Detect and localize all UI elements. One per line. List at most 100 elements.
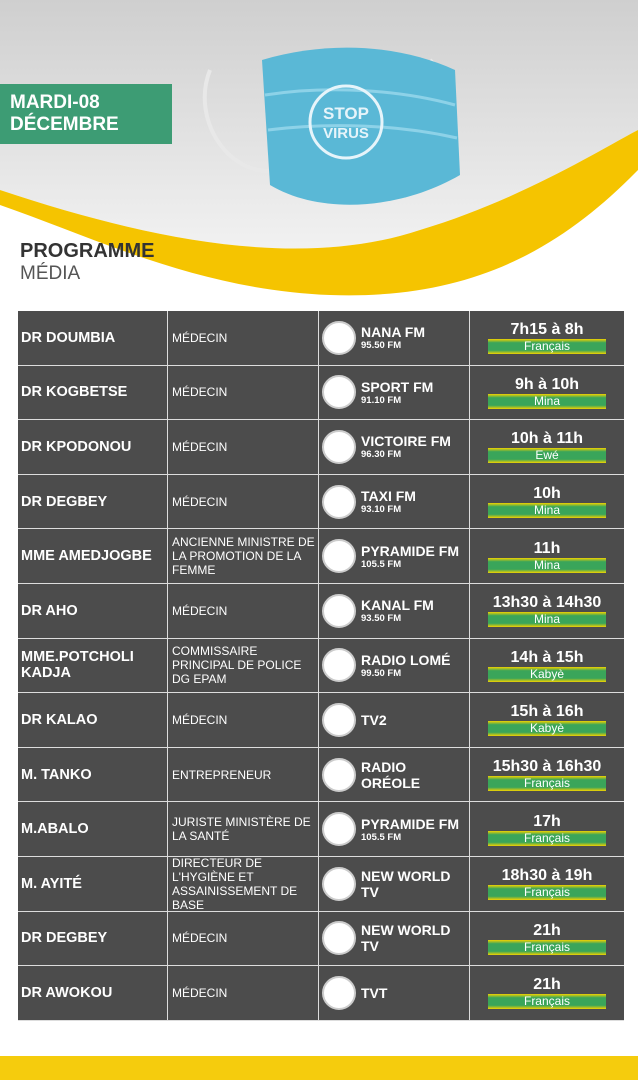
date-line: MARDI-08 xyxy=(10,92,100,113)
table-row: DR DEGBEY MÉDECIN TAXI FM 93.10 FM 10h Mina xyxy=(18,474,624,530)
guest-role: DIRECTEUR DE L'HYGIÈNE ET ASSAINISSEMENT… xyxy=(168,856,319,912)
station-logo xyxy=(322,812,356,847)
station-name: PYRAMIDE FM xyxy=(361,542,459,559)
table-row: DR DEGBEY MÉDECIN NEW WORLD TV 21h Français xyxy=(18,911,624,967)
table-row: M. TANKO ENTREPRENEUR RADIO ORÉOLE 15h30 à … xyxy=(18,747,624,803)
station-info: TV2 xyxy=(361,712,387,728)
time-cell: 17h Français xyxy=(470,802,624,856)
guest-role: COMMISSAIRE PRINCIPAL DE POLICE DG EPAM xyxy=(168,638,319,693)
time-cell: 18h30 à 19h Français xyxy=(470,857,624,911)
station-cell: TAXI FM 93.10 FM xyxy=(319,474,470,529)
station-name: TAXI FM xyxy=(361,488,416,505)
station-cell: PYRAMIDE FM 105.5 FM xyxy=(319,802,470,856)
yellow-swoosh xyxy=(0,130,638,296)
station-cell: TV2 xyxy=(319,693,470,747)
station-frequency: 105.5 FM xyxy=(361,558,402,570)
mask-text: STOP xyxy=(323,104,369,123)
language: Français xyxy=(488,776,606,792)
station-logo xyxy=(322,484,356,519)
time-cell: 13h30 à 14h30 Mina xyxy=(470,584,624,638)
station-name: NEW WORLD TV xyxy=(361,867,451,900)
station-name: NANA FM xyxy=(361,324,426,341)
station-info: VICTOIRE FM 96.30 FM xyxy=(361,433,451,460)
station-name: RADIO ORÉOLE xyxy=(361,758,421,791)
station-name: KANAL FM xyxy=(361,597,434,614)
language: Ewé xyxy=(488,448,606,464)
title: PROGRAMME xyxy=(20,240,155,262)
air-time: 7h15 à 8h xyxy=(510,321,584,339)
guest-role: MÉDECIN xyxy=(168,693,319,747)
date-line: DÉCEMBRE xyxy=(10,114,119,135)
station-frequency: 96.30 FM xyxy=(361,449,402,461)
station-cell: NANA FM 95.50 FM xyxy=(319,311,470,365)
language: Français xyxy=(488,830,606,846)
station-cell: PYRAMIDE FM 105.5 FM xyxy=(319,529,470,583)
time-cell: 14h à 15h Kabyè xyxy=(470,639,624,693)
station-frequency: 93.50 FM xyxy=(361,613,402,625)
language: Mina xyxy=(488,503,606,519)
station-logo xyxy=(322,375,356,410)
station-logo xyxy=(322,975,356,1010)
air-time: 9h à 10h xyxy=(514,375,580,393)
table-row: DR AWOKOU MÉDECIN TVT 21h Français xyxy=(18,966,624,1021)
station-info: NEW WORLD TV xyxy=(361,868,469,900)
air-time: 21h xyxy=(533,976,561,994)
table-row: DR KOGBETSE MÉDECIN SPORT FM 91.10 FM 9h à 1… xyxy=(18,365,624,421)
air-time: 10h xyxy=(533,485,561,503)
guest-name: M. AYITÉ xyxy=(18,856,168,911)
guest-name: DR AWOKOU xyxy=(18,966,168,1020)
guest-name: DR DEGBEY xyxy=(18,911,168,966)
time-cell: 7h15 à 8h Français xyxy=(470,311,624,365)
guest-role: MÉDECIN xyxy=(168,420,319,474)
station-logo xyxy=(322,921,356,956)
air-time: 15h à 16h xyxy=(510,703,584,721)
stop-circle xyxy=(308,84,384,160)
station-info: RADIO LOMÉ 99.50 FM xyxy=(361,652,450,679)
time-cell: 11h Mina xyxy=(470,529,624,583)
guest-name: MME.POTCHOLI KADJA xyxy=(18,638,168,693)
station-info: RADIO ORÉOLE xyxy=(361,759,469,791)
station-frequency: 93.10 FM xyxy=(361,504,402,516)
table-row: DR DOUMBIA MÉDECIN NANA FM 95.50 FM 7h15 à 8… xyxy=(18,311,624,366)
guest-role: MÉDECIN xyxy=(168,583,319,638)
station-logo xyxy=(322,593,356,628)
guest-role: ANCIENNE MINISTRE DE LA PROMOTION DE LA … xyxy=(168,529,319,583)
guest-name: MME AMEDJOGBE xyxy=(18,529,168,583)
table-row: M. AYITÉ DIRECTEUR DE L'HYGIÈNE ET ASSAIN… xyxy=(18,856,624,912)
guest-name: DR DEGBEY xyxy=(18,474,168,529)
guest-name: DR KPODONOU xyxy=(18,420,168,474)
date-badge: MARDI-08 DÉCEMBRE xyxy=(0,84,172,144)
station-name: PYRAMIDE FM xyxy=(361,815,459,832)
guest-role: MÉDECIN xyxy=(168,911,319,966)
time-cell: 9h à 10h Mina xyxy=(470,366,624,420)
language: Kabyè xyxy=(488,666,606,682)
station-info: PYRAMIDE FM 105.5 FM xyxy=(361,543,459,570)
station-info: PYRAMIDE FM 105.5 FM xyxy=(361,816,459,843)
language: Kabyè xyxy=(488,721,606,737)
station-info: NANA FM 95.50 FM xyxy=(361,324,425,351)
time-cell: 21h Français xyxy=(470,966,624,1020)
guest-role: MÉDECIN xyxy=(168,311,319,365)
station-cell: SPORT FM 91.10 FM xyxy=(319,365,470,420)
station-info: SPORT FM 91.10 FM xyxy=(361,379,433,406)
air-time: 10h à 11h xyxy=(510,430,584,448)
station-cell: VICTOIRE FM 96.30 FM xyxy=(319,420,470,474)
guest-name: M. TANKO xyxy=(18,747,168,802)
station-frequency: 99.50 FM xyxy=(361,667,402,679)
station-cell: TVT xyxy=(319,966,470,1020)
station-cell: NEW WORLD TV xyxy=(319,856,470,911)
footer-bar xyxy=(0,1056,638,1080)
station-cell: RADIO ORÉOLE xyxy=(319,747,470,802)
table-row: DR AHO MÉDECIN KANAL FM 93.50 FM 13h30 à 14h… xyxy=(18,583,624,639)
station-name: TVT xyxy=(361,984,388,1001)
station-logo xyxy=(322,648,356,683)
table-row: DR KPODONOU MÉDECIN VICTOIRE FM 96.30 FM 10h… xyxy=(18,420,624,475)
time-cell: 10h Mina xyxy=(470,475,624,529)
guest-role: ENTREPRENEUR xyxy=(168,747,319,802)
station-name: RADIO LOMÉ xyxy=(361,651,451,668)
table-row: DR KALAO MÉDECIN TV2 15h à 16h Kabyè xyxy=(18,693,624,748)
time-cell: 15h30 à 16h30 Français xyxy=(470,748,624,802)
language: Mina xyxy=(488,393,606,409)
guest-role: MÉDECIN xyxy=(168,474,319,529)
air-time: 13h30 à 14h30 xyxy=(492,594,602,612)
